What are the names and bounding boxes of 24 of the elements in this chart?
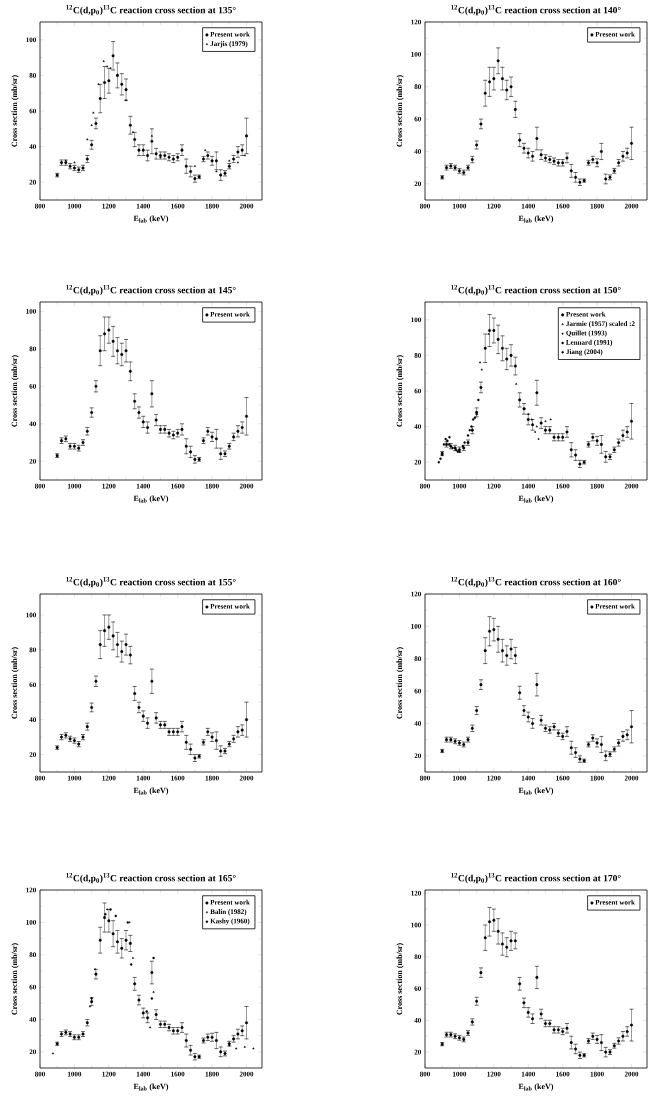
chart-title: $^{12}$C(d,p$_{0}$)$^{13}$C reaction cross section at 165° [66,873,236,884]
x-axis-title: E$_{lab}$ (keV) [518,215,554,223]
y-axis-title: Cross section (mb/sr) [11,75,19,147]
chart-title: $^{12}$C(d,p$_{0}$)$^{13}$C reaction cross section at 140° [451,5,621,16]
y-axis-title: Cross section (mb/sr) [396,355,404,427]
chart-title: $^{12}$C(d,p$_{0}$)$^{13}$C reaction cross section at 145° [66,285,236,296]
x-axis-title: E$_{lab}$ (keV) [133,1083,169,1091]
chart-title: $^{12}$C(d,p$_{0}$)$^{13}$C reaction cross section at 135° [66,5,236,16]
chart-title: $^{12}$C(d,p$_{0}$)$^{13}$C reaction cross section at 150° [451,285,621,296]
y-axis-title: Cross section (mb/sr) [396,75,404,147]
x-axis-title: E$_{lab}$ (keV) [133,215,169,223]
x-axis-title: E$_{lab}$ (keV) [518,495,554,503]
chart-title: $^{12}$C(d,p$_{0}$)$^{13}$C reaction cross section at 155° [66,577,236,588]
y-axis-title: Cross section (mb/sr) [11,943,19,1015]
y-axis-title: Cross section (mb/sr) [11,647,19,719]
chart-title: $^{12}$C(d,p$_{0}$)$^{13}$C reaction cross section at 170° [451,873,621,884]
x-axis-title: E$_{lab}$ (keV) [518,787,554,795]
y-axis-title: Cross section (mb/sr) [396,943,404,1015]
chart-title: $^{12}$C(d,p$_{0}$)$^{13}$C reaction cross section at 160° [451,577,621,588]
y-axis-title: Cross section (mb/sr) [396,647,404,719]
x-axis-title: E$_{lab}$ (keV) [133,787,169,795]
x-axis-title: E$_{lab}$ (keV) [518,1083,554,1091]
y-axis-title: Cross section (mb/sr) [11,355,19,427]
x-axis-title: E$_{lab}$ (keV) [133,495,169,503]
